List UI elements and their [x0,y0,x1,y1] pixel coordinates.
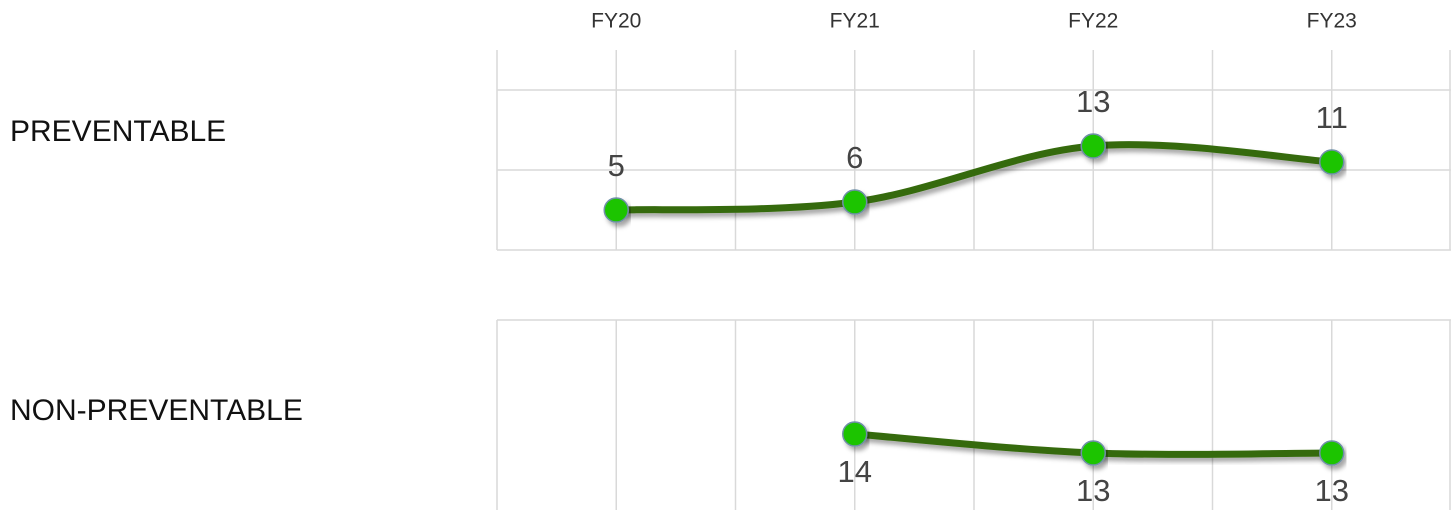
data-label: 6 [846,140,863,175]
marker [603,197,629,223]
marker [842,189,868,215]
data-label: 11 [1316,100,1348,135]
data-label: 14 [838,454,872,489]
x-tick-label: FY20 [591,10,641,33]
marker [842,421,868,447]
row-label: PREVENTABLE [10,115,226,148]
data-label: 13 [1315,473,1349,508]
data-label: 13 [1076,84,1110,119]
line [612,141,1336,214]
marker [1319,149,1345,175]
data-label: 5 [608,148,625,183]
marker [1080,133,1106,159]
x-tick-label: FY23 [1307,10,1357,33]
x-tick-label: FY22 [1068,10,1118,33]
row-label: NON-PREVENTABLE [10,394,303,427]
marker [1080,440,1106,466]
marker [1319,440,1345,466]
x-tick-label: FY21 [830,10,880,33]
data-label: 13 [1076,473,1110,508]
